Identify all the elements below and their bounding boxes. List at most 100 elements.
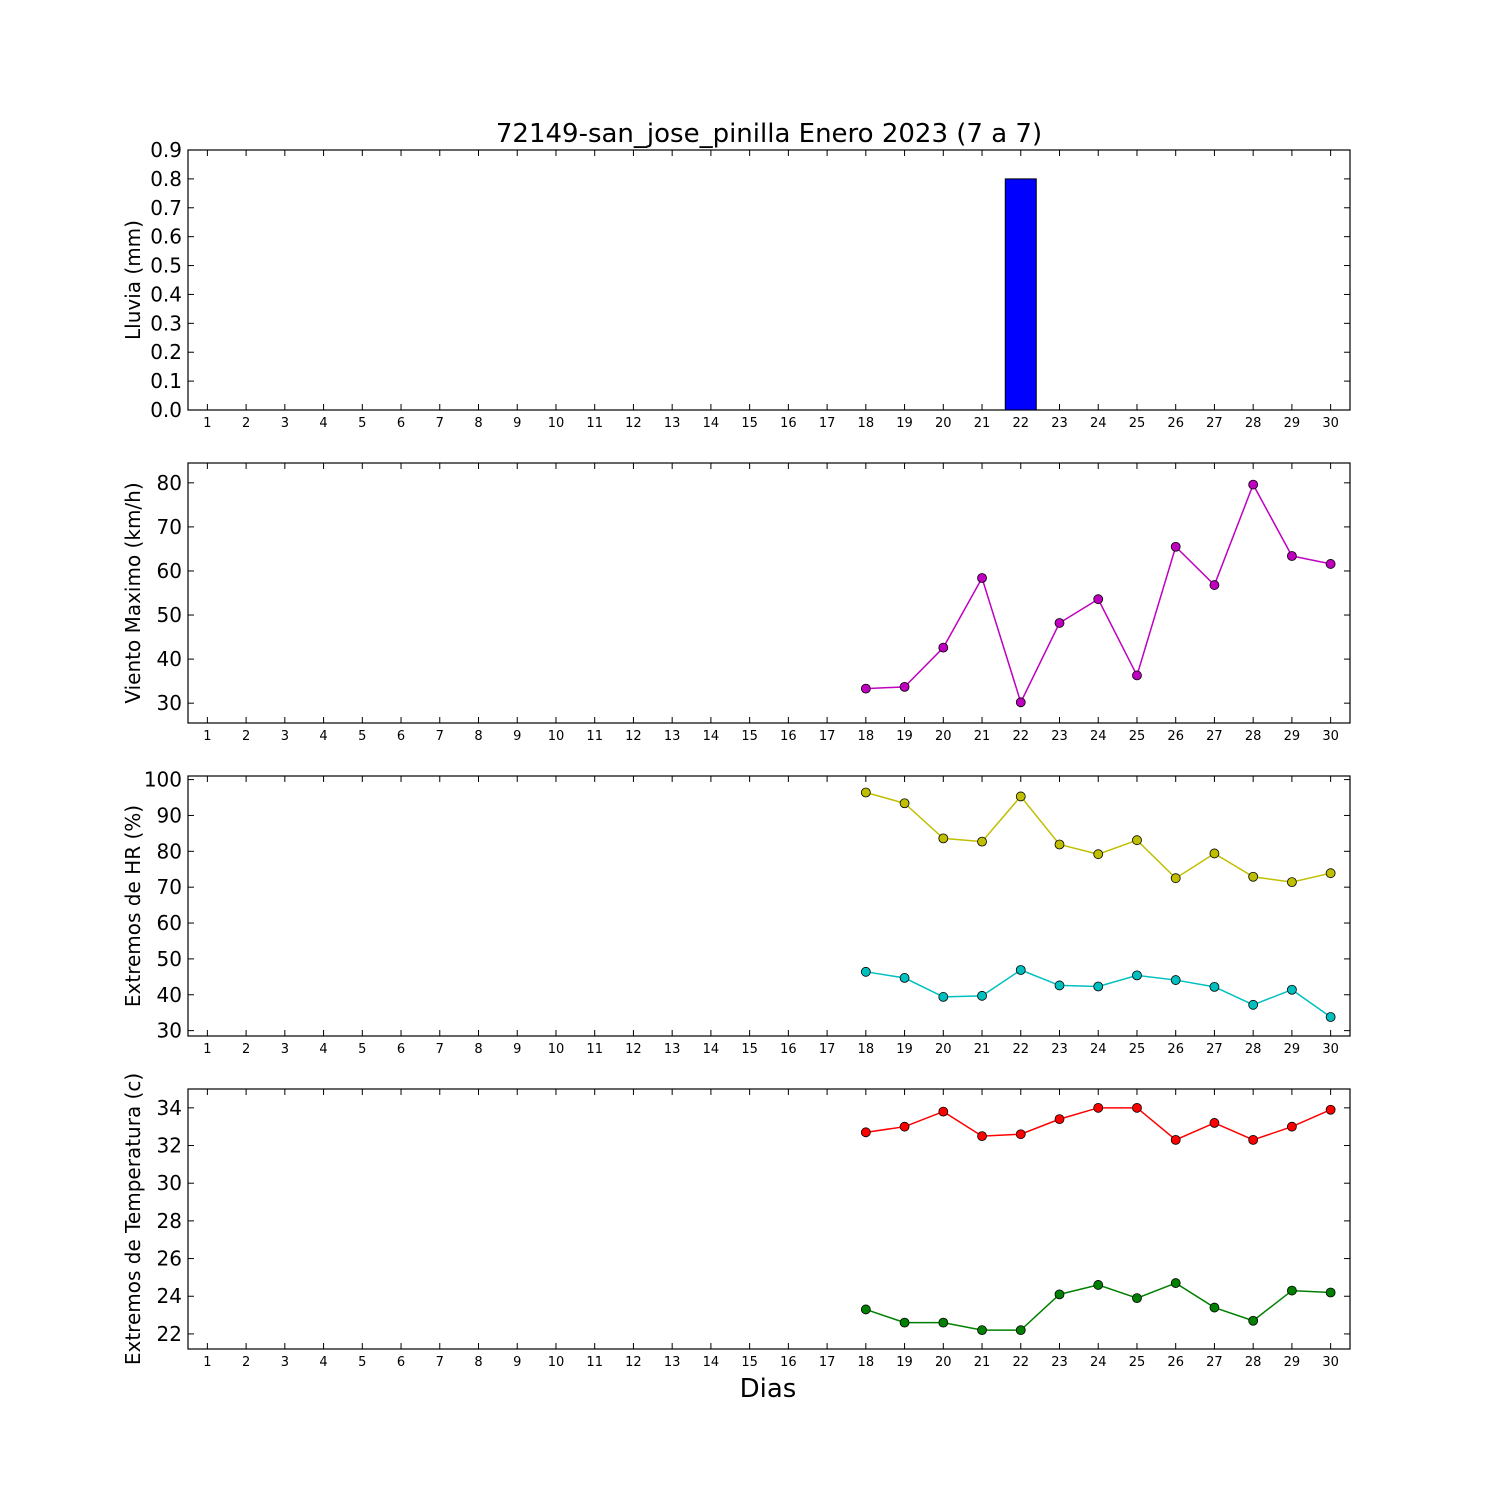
x-tick-label: 19 bbox=[896, 1355, 913, 1370]
y-tick-label: 40 bbox=[157, 983, 182, 1007]
x-tick-label: 5 bbox=[358, 1355, 366, 1370]
x-tick-label: 15 bbox=[741, 1042, 758, 1057]
x-tick-label: 4 bbox=[319, 1042, 327, 1057]
x-tick-label: 18 bbox=[858, 416, 875, 431]
x-tick-label: 2 bbox=[242, 729, 250, 744]
y-tick-label: 30 bbox=[157, 691, 182, 715]
y-tick-label: 60 bbox=[157, 911, 182, 935]
data-point-series-2-day-22 bbox=[1015, 1325, 1026, 1336]
x-tick-label: 17 bbox=[819, 1042, 836, 1057]
x-tick-label: 3 bbox=[281, 1355, 289, 1370]
x-tick-label: 19 bbox=[896, 416, 913, 431]
x-tick-label: 10 bbox=[548, 416, 565, 431]
x-tick-label: 16 bbox=[780, 416, 797, 431]
y-tick-label: 32 bbox=[157, 1134, 182, 1158]
x-tick-label: 13 bbox=[664, 1042, 681, 1057]
data-point-series-2-day-18 bbox=[860, 1304, 871, 1315]
x-tick-label: 9 bbox=[513, 729, 521, 744]
y-tick-label: 80 bbox=[157, 839, 182, 863]
x-tick-label: 18 bbox=[858, 729, 875, 744]
data-point-series-2-day-29 bbox=[1287, 1285, 1297, 1296]
y-tick-label: 26 bbox=[157, 1247, 182, 1271]
x-tick-label: 12 bbox=[625, 1355, 642, 1370]
y-tick-label: 60 bbox=[157, 559, 182, 583]
data-point-series-1-day-20 bbox=[938, 833, 949, 844]
data-point-series-1-day-30 bbox=[1325, 559, 1336, 569]
y-tick-label: 0.9 bbox=[150, 138, 182, 162]
data-point-series-1-day-22 bbox=[1015, 1129, 1026, 1140]
x-tick-label: 8 bbox=[474, 1042, 482, 1057]
x-tick-label: 7 bbox=[436, 1355, 444, 1370]
data-point-series-1-day-20 bbox=[938, 1106, 949, 1117]
x-tick-label: 22 bbox=[1012, 1042, 1029, 1057]
y-axis-label: Extremos de HR (%) bbox=[121, 805, 145, 1007]
y-tick-label: 100 bbox=[144, 768, 182, 792]
y-tick-label: 50 bbox=[157, 603, 182, 627]
data-point-series-2-day-18 bbox=[860, 966, 871, 977]
y-tick-label: 40 bbox=[157, 647, 182, 671]
data-point-series-1-day-24 bbox=[1093, 849, 1104, 860]
x-tick-label: 25 bbox=[1129, 1355, 1146, 1370]
plot-frame bbox=[187, 1088, 1351, 1350]
x-tick-label: 26 bbox=[1167, 729, 1184, 744]
data-point-series-1-day-21 bbox=[977, 836, 987, 847]
data-point-series-2-day-25 bbox=[1132, 970, 1142, 981]
x-tick-label: 26 bbox=[1167, 1355, 1184, 1370]
x-tick-label: 9 bbox=[513, 416, 521, 431]
x-tick-label: 25 bbox=[1129, 729, 1146, 744]
data-point-series-1-day-22 bbox=[1015, 697, 1026, 708]
x-tick-label: 29 bbox=[1284, 1042, 1301, 1057]
data-point-series-1-day-24 bbox=[1093, 1102, 1104, 1113]
y-tick-label: 30 bbox=[157, 1019, 182, 1043]
x-tick-label: 14 bbox=[703, 729, 720, 744]
x-tick-label: 19 bbox=[896, 729, 913, 744]
x-tick-label: 5 bbox=[358, 1042, 366, 1057]
data-point-series-1-day-30 bbox=[1325, 868, 1336, 879]
x-tick-label: 19 bbox=[896, 1042, 913, 1057]
data-point-series-1-day-30 bbox=[1325, 1104, 1336, 1115]
series-line-1 bbox=[865, 791, 1331, 883]
x-tick-label: 10 bbox=[548, 729, 565, 744]
x-tick-label: 24 bbox=[1090, 416, 1107, 431]
x-tick-label: 24 bbox=[1090, 1042, 1107, 1057]
data-point-series-1-day-27 bbox=[1209, 1118, 1220, 1128]
x-tick-label: 12 bbox=[625, 416, 642, 431]
y-tick-label: 70 bbox=[157, 515, 182, 539]
x-tick-label: 29 bbox=[1284, 729, 1301, 744]
y-axis-label: Lluvia (mm) bbox=[121, 220, 145, 340]
x-tick-label: 10 bbox=[548, 1355, 565, 1370]
data-point-series-1-day-27 bbox=[1209, 580, 1220, 590]
x-tick-label: 17 bbox=[819, 416, 836, 431]
x-tick-label: 17 bbox=[819, 729, 836, 744]
data-point-series-1-day-19 bbox=[899, 1121, 910, 1132]
y-tick-label: 34 bbox=[157, 1096, 182, 1120]
x-tick-label: 26 bbox=[1167, 416, 1184, 431]
x-tick-label: 23 bbox=[1051, 1042, 1068, 1057]
x-tick-label: 11 bbox=[586, 1042, 603, 1057]
y-tick-label: 0.3 bbox=[150, 311, 182, 335]
y-tick-label: 90 bbox=[157, 803, 182, 827]
x-tick-label: 4 bbox=[319, 416, 327, 431]
x-tick-label: 9 bbox=[513, 1042, 521, 1057]
x-tick-label: 28 bbox=[1245, 416, 1262, 431]
x-tick-label: 3 bbox=[281, 1042, 289, 1057]
x-tick-label: 28 bbox=[1245, 729, 1262, 744]
x-tick-label: 6 bbox=[397, 1042, 405, 1057]
x-tick-label: 23 bbox=[1051, 416, 1068, 431]
x-tick-label: 18 bbox=[858, 1355, 875, 1370]
x-tick-label: 22 bbox=[1012, 729, 1029, 744]
x-tick-label: 1 bbox=[203, 1042, 211, 1057]
y-tick-label: 22 bbox=[157, 1322, 182, 1346]
x-tick-label: 4 bbox=[319, 729, 327, 744]
data-point-series-1-day-26 bbox=[1170, 541, 1181, 552]
x-tick-label: 27 bbox=[1206, 416, 1223, 431]
data-point-series-1-day-25 bbox=[1132, 835, 1142, 846]
x-tick-label: 15 bbox=[741, 416, 758, 431]
data-point-series-2-day-20 bbox=[938, 1317, 949, 1328]
data-point-series-1-day-21 bbox=[977, 1131, 987, 1142]
data-point-series-2-day-25 bbox=[1132, 1293, 1142, 1304]
data-point-series-1-day-19 bbox=[899, 681, 910, 692]
